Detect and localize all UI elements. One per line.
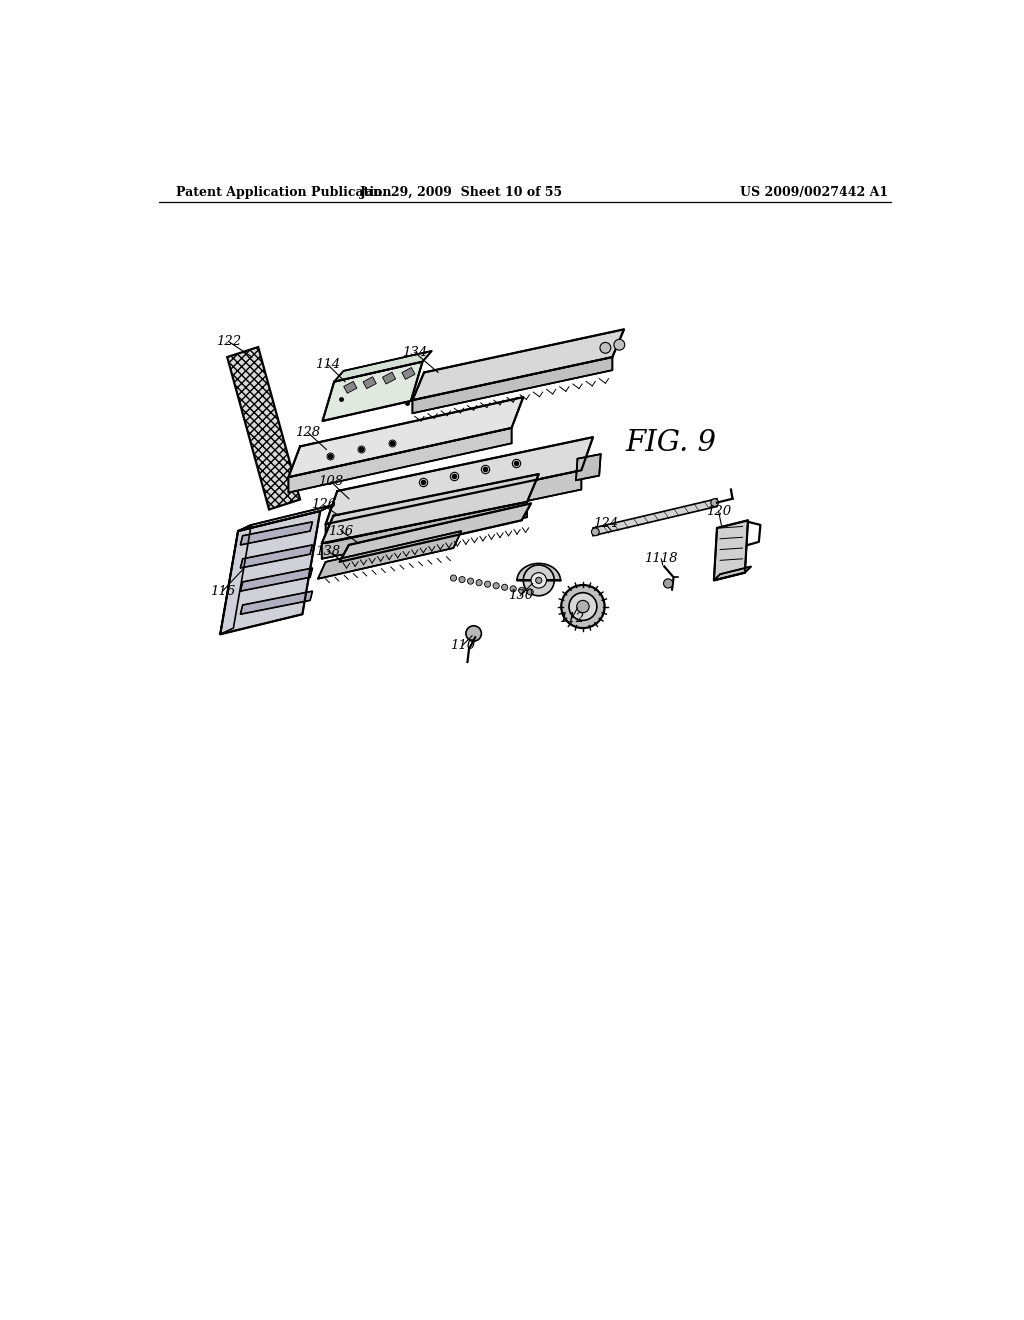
Text: 120: 120 [706,504,731,517]
Polygon shape [575,454,601,480]
Polygon shape [220,511,321,635]
Polygon shape [241,591,312,614]
Circle shape [467,578,474,585]
Text: 1118: 1118 [644,552,678,565]
Circle shape [484,581,490,587]
Circle shape [459,577,465,582]
Circle shape [536,577,542,583]
Polygon shape [241,521,312,545]
Text: FIG. 9: FIG. 9 [625,429,716,457]
Text: 130: 130 [508,589,532,602]
Polygon shape [413,358,612,413]
Polygon shape [289,397,523,478]
Circle shape [531,573,547,589]
Polygon shape [241,568,312,591]
Bar [364,376,376,388]
Polygon shape [334,351,432,381]
Polygon shape [714,566,751,581]
Bar [401,367,415,379]
Circle shape [523,565,554,595]
Text: 124: 124 [593,517,617,529]
Circle shape [451,576,457,581]
Text: 114: 114 [315,358,341,371]
Text: 134: 134 [402,346,427,359]
Polygon shape [289,428,512,492]
Circle shape [493,582,500,589]
Text: Patent Application Publication: Patent Application Publication [176,186,391,199]
Circle shape [600,342,611,354]
Text: 112: 112 [559,612,584,626]
Polygon shape [322,502,527,558]
Circle shape [518,587,525,594]
Text: 108: 108 [318,475,344,488]
Polygon shape [326,470,582,544]
Circle shape [510,586,516,591]
Circle shape [561,585,604,628]
Text: 116: 116 [210,585,236,598]
Circle shape [527,589,534,595]
Polygon shape [227,347,300,510]
Polygon shape [317,531,461,579]
Polygon shape [326,437,593,524]
Text: 126: 126 [310,499,336,511]
Circle shape [711,499,719,507]
Polygon shape [714,520,748,581]
Polygon shape [220,525,251,635]
Polygon shape [322,474,539,544]
Polygon shape [413,330,624,400]
Polygon shape [517,564,560,581]
Text: 122: 122 [216,335,242,348]
Text: Jan. 29, 2009  Sheet 10 of 55: Jan. 29, 2009 Sheet 10 of 55 [359,186,563,199]
Circle shape [592,528,599,536]
Text: 128: 128 [295,426,321,440]
Polygon shape [323,362,423,421]
Text: US 2009/0027442 A1: US 2009/0027442 A1 [740,186,889,199]
Circle shape [577,601,589,612]
Text: 136: 136 [329,524,353,537]
Circle shape [614,339,625,350]
Polygon shape [227,347,300,510]
Circle shape [502,585,508,590]
Polygon shape [340,503,531,562]
Circle shape [664,578,673,589]
Text: 110: 110 [451,639,475,652]
Bar [382,372,395,384]
Polygon shape [238,506,334,531]
Circle shape [466,626,481,642]
Circle shape [476,579,482,586]
Polygon shape [593,499,717,536]
Bar [344,381,357,393]
Polygon shape [241,545,312,568]
Circle shape [569,593,597,620]
Text: 138: 138 [315,545,341,557]
